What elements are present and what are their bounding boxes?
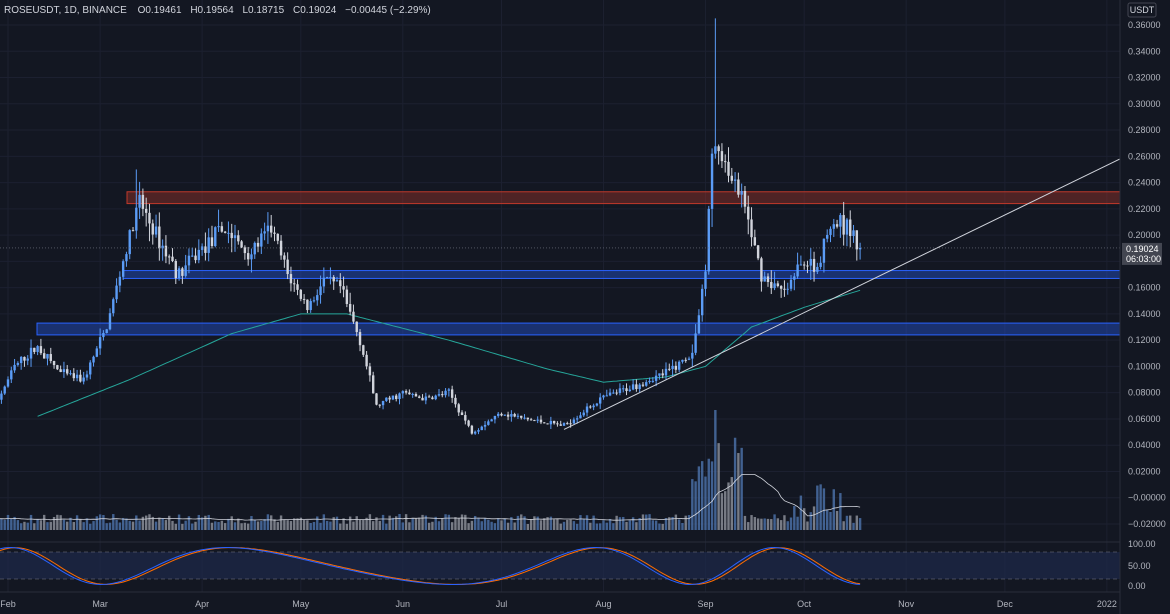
price-zones <box>36 191 1121 336</box>
grid-lines <box>0 0 1120 592</box>
support-zone[interactable] <box>36 322 1121 336</box>
symbol-label: ROSEUSDT, 1D, BINANCE <box>4 5 127 16</box>
stoch-k-line <box>0 546 861 586</box>
time-tick-label: 2022 <box>1097 599 1117 609</box>
time-tick-label: Apr <box>195 599 209 609</box>
close-value: C0.19024 <box>293 5 337 16</box>
candlesticks <box>0 18 862 435</box>
trendline[interactable] <box>563 158 1121 430</box>
currency-label: USDT <box>1130 5 1155 15</box>
bar-countdown: 06:03:00 <box>1126 254 1161 264</box>
osc-tick-100: 100.00 <box>1128 539 1156 549</box>
time-tick-label: Oct <box>797 599 812 609</box>
time-tick-label: Jul <box>496 599 508 609</box>
price-tick-label: 0.02000 <box>1128 466 1161 476</box>
osc-tick-0: 0.00 <box>1128 581 1146 591</box>
price-tick-label: 0.36000 <box>1128 20 1161 30</box>
main-price-pane[interactable] <box>0 0 1121 592</box>
price-tick-label: 0.06000 <box>1128 414 1161 424</box>
price-tick-label: 0.20000 <box>1128 230 1161 240</box>
time-tick-label: Sep <box>697 599 713 609</box>
time-tick-label: Dec <box>997 599 1014 609</box>
price-tick-label: 0.24000 <box>1128 178 1161 188</box>
price-tick-label: 0.16000 <box>1128 283 1161 293</box>
time-tick-label: Nov <box>898 599 915 609</box>
oscillator-band <box>0 552 1120 579</box>
support-zone[interactable] <box>122 270 1121 279</box>
moving-average-line <box>37 289 861 417</box>
chart-legend: ROSEUSDT, 1D, BINANCE O0.19461 H0.19564 … <box>4 5 431 16</box>
time-tick-label: Jun <box>396 599 411 609</box>
price-tick-label: 0.10000 <box>1128 361 1161 371</box>
stochastic-rsi-pane[interactable] <box>0 541 1120 593</box>
price-tick-label: 0.26000 <box>1128 151 1161 161</box>
high-value: H0.19564 <box>190 5 234 16</box>
stoch-d-line <box>0 547 861 585</box>
open-value: O0.19461 <box>138 5 182 16</box>
time-tick-label: Aug <box>595 599 611 609</box>
price-tick-label: 0.12000 <box>1128 335 1161 345</box>
currency-badge[interactable] <box>1127 2 1157 18</box>
price-tick-label: 0.04000 <box>1128 440 1161 450</box>
osc-tick-50: 50.00 <box>1128 561 1151 571</box>
price-tick-label: 0.14000 <box>1128 309 1161 319</box>
price-tick-label: −0.02000 <box>1128 519 1166 529</box>
time-axis[interactable]: Feb Mar Apr May Jun Jul Aug Sep Oct Nov Dec 2022 <box>0 599 1117 609</box>
time-tick-label: Mar <box>92 599 108 609</box>
volume-bars <box>0 410 862 530</box>
resistance-zone[interactable] <box>126 191 1121 205</box>
price-tick-label: −0.00000 <box>1128 493 1166 503</box>
current-price-tag: 0.19024 06:03:00 <box>1122 242 1162 265</box>
price-tick-label: 0.28000 <box>1128 125 1161 135</box>
price-tick-label: 0.08000 <box>1128 388 1161 398</box>
change-value: −0.00445 (−2.29%) <box>345 5 431 16</box>
price-tick-label: 0.32000 <box>1128 73 1161 83</box>
price-tick-label: 0.22000 <box>1128 204 1161 214</box>
low-value: L0.18715 <box>242 5 284 16</box>
time-tick-label: May <box>292 599 310 609</box>
time-tick-label: Feb <box>0 599 16 609</box>
price-tick-label: 0.30000 <box>1128 99 1161 109</box>
current-price-value: 0.19024 <box>1126 244 1159 254</box>
price-axis[interactable]: USDT 0.36000 0.34000 0.32000 0.30000 0.28000… <box>1119 0 1166 614</box>
volume-ma-line <box>0 474 861 521</box>
price-tick-label: 0.34000 <box>1128 46 1161 56</box>
